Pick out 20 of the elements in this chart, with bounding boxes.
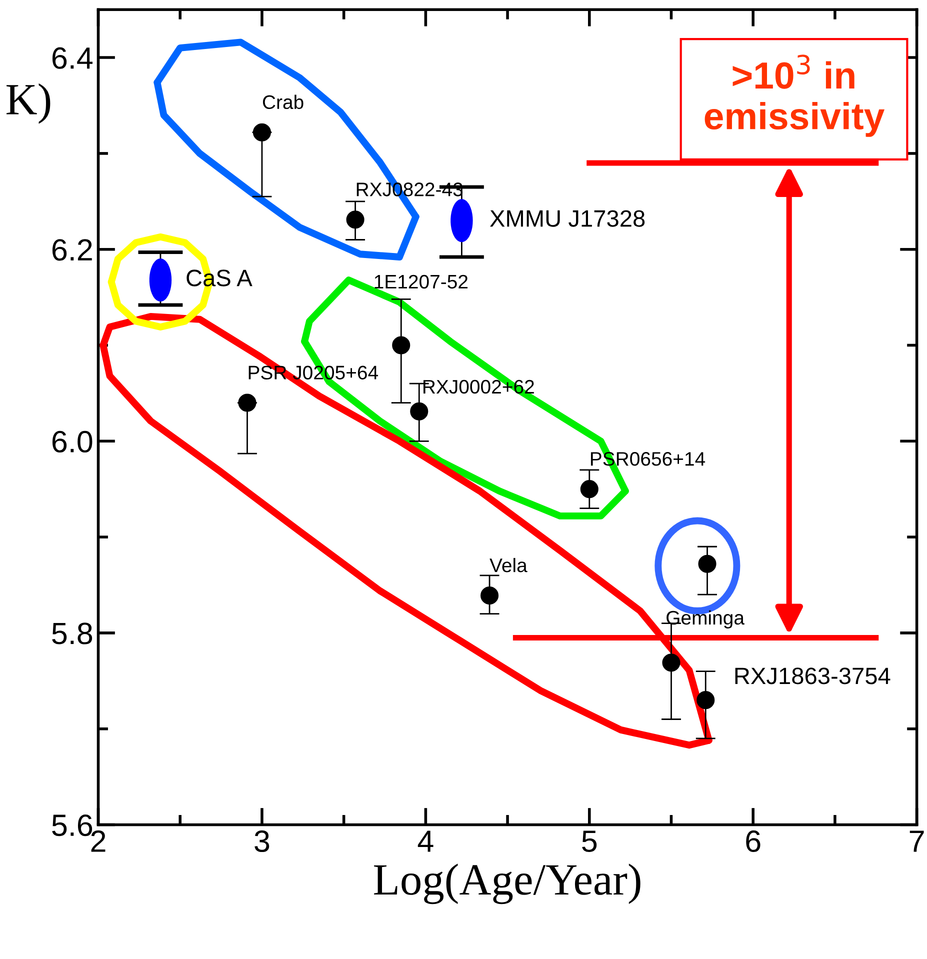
x-tick-label: 6 xyxy=(746,830,760,852)
annotation: Crab xyxy=(262,94,304,110)
x-tick-label: 2 xyxy=(91,830,106,852)
annotation: 1E1207-52 xyxy=(374,274,468,289)
annotation: >10$^{3}$ in emissivity xyxy=(704,54,885,137)
x-tick-label: 4 xyxy=(418,830,434,852)
x-axis-title: Log(Age/Year) xyxy=(374,864,640,904)
x-tick-label: 7 xyxy=(910,830,924,852)
y-tick-label: 5.6 xyxy=(52,814,92,836)
annotation: RXJ1863-3754 xyxy=(735,668,890,684)
x-tick-label: 5 xyxy=(582,830,597,852)
y-tick-label: 5.8 xyxy=(52,622,92,644)
annotation: Geminga xyxy=(666,610,744,629)
annotation: Vela xyxy=(490,558,528,572)
y-tick-label: 6.0 xyxy=(52,430,92,453)
y-tick-label: 6.4 xyxy=(52,47,93,69)
y-tick-label: 6.2 xyxy=(52,239,92,261)
annotation: XMMU J17328 xyxy=(490,210,645,227)
y-axis-title: K) xyxy=(6,83,50,124)
x-tick-label: 3 xyxy=(254,830,270,852)
